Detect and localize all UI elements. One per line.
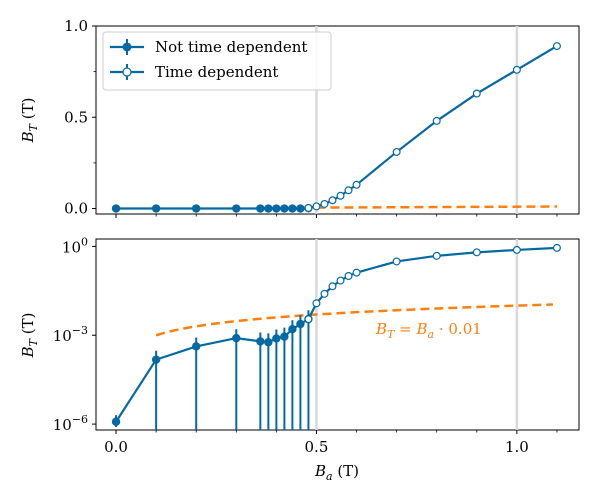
top-point-time-dependent xyxy=(313,203,320,210)
top-point-not-time-dependent xyxy=(153,205,160,212)
bottom-xtick-label: 0.5 xyxy=(305,438,329,456)
bottom-point-not-time-dependent xyxy=(153,356,160,363)
bottom-point-time-dependent xyxy=(345,273,352,280)
top-reference-line xyxy=(316,207,556,208)
bottom-point-not-time-dependent xyxy=(257,338,264,345)
bottom-reference-line xyxy=(156,305,553,336)
top-ylabel: BT (T) xyxy=(19,98,40,144)
bottom-ytick-label: 100 xyxy=(62,235,88,256)
bottom-point-not-time-dependent xyxy=(297,320,304,327)
top-point-not-time-dependent xyxy=(273,205,280,212)
top-point-not-time-dependent xyxy=(265,205,272,212)
bottom-point-not-time-dependent xyxy=(193,343,200,350)
bottom-point-not-time-dependent xyxy=(233,335,240,342)
legend: Not time dependent Time dependent xyxy=(103,32,331,90)
bottom-point-time-dependent xyxy=(313,300,320,307)
top-point-time-dependent xyxy=(353,181,360,188)
bottom-point-time-dependent xyxy=(337,277,344,284)
top-panel: 0.0 0.5 1.0 BT (T) Not time dependent Time… xyxy=(19,17,579,218)
bottom-series-line-time-dependent xyxy=(308,248,557,319)
legend-label-not-time-dependent: Not time dependent xyxy=(155,38,307,56)
legend-marker-filled xyxy=(123,43,131,51)
bottom-point-not-time-dependent xyxy=(273,335,280,342)
top-point-time-dependent xyxy=(554,43,561,50)
top-point-not-time-dependent xyxy=(233,205,240,212)
top-point-not-time-dependent xyxy=(297,205,304,212)
bottom-point-time-dependent xyxy=(353,269,360,276)
top-point-not-time-dependent xyxy=(289,205,296,212)
bottom-point-not-time-dependent xyxy=(265,339,272,346)
top-ytick-label: 0.5 xyxy=(64,108,88,126)
top-point-time-dependent xyxy=(433,118,440,125)
bottom-point-not-time-dependent xyxy=(281,333,288,340)
top-point-not-time-dependent xyxy=(257,205,264,212)
legend-marker-open xyxy=(123,68,131,76)
top-point-not-time-dependent xyxy=(281,205,288,212)
bottom-point-time-dependent xyxy=(554,245,561,252)
bottom-xlabel: Ba (T) xyxy=(314,462,359,483)
bottom-point-time-dependent xyxy=(513,247,520,254)
bottom-series-line-not-time-dependent xyxy=(116,319,308,422)
bottom-point-time-dependent xyxy=(321,290,328,297)
top-ytick-label: 0.0 xyxy=(64,200,88,218)
bottom-point-not-time-dependent xyxy=(289,326,296,333)
bottom-ytick-label: 10−6 xyxy=(53,413,88,434)
top-point-time-dependent xyxy=(513,66,520,73)
top-point-not-time-dependent xyxy=(193,205,200,212)
bottom-plot-frame xyxy=(96,239,579,430)
bottom-point-time-dependent xyxy=(393,258,400,265)
bottom-point-time-dependent xyxy=(329,283,336,290)
bottom-point-not-time-dependent xyxy=(112,418,119,425)
bottom-ytick-label: 10−3 xyxy=(53,324,88,345)
bottom-point-time-dependent xyxy=(433,252,440,259)
bottom-xtick-label: 1.0 xyxy=(505,438,529,456)
bottom-ylabel: BT (T) xyxy=(19,313,40,359)
top-point-time-dependent xyxy=(321,201,328,208)
reference-annotation: BT = Ba · 0.01 xyxy=(375,320,482,341)
top-point-time-dependent xyxy=(305,205,312,212)
top-point-not-time-dependent xyxy=(112,205,119,212)
bottom-xtick-label: 0.0 xyxy=(104,438,128,456)
bottom-panel: 0.0 0.5 1.0 100 10−3 10−6 BT (T) Ba (T) BT = … xyxy=(19,235,579,483)
top-ytick-label: 1.0 xyxy=(64,17,88,35)
bottom-point-time-dependent xyxy=(473,249,480,256)
top-point-time-dependent xyxy=(329,197,336,204)
legend-label-time-dependent: Time dependent xyxy=(155,63,278,81)
top-point-time-dependent xyxy=(473,90,480,97)
bottom-point-time-dependent xyxy=(305,316,312,323)
top-point-time-dependent xyxy=(337,192,344,199)
top-point-time-dependent xyxy=(393,149,400,156)
top-point-time-dependent xyxy=(345,187,352,194)
